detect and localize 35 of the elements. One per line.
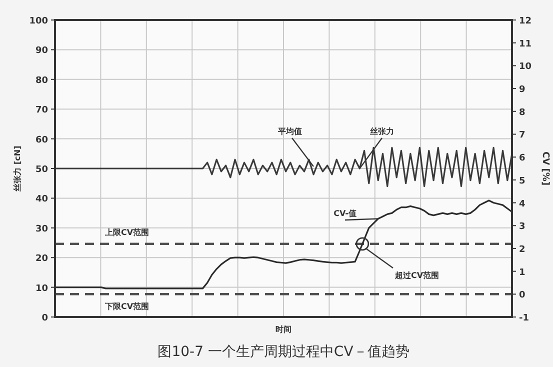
y-tick-label: 50	[35, 165, 48, 175]
y2-tick-label: 6	[519, 154, 526, 164]
y2-tick-label: 10	[519, 62, 532, 72]
y2-tick-label: -1	[519, 314, 529, 324]
series-label: 丝张力	[369, 127, 394, 136]
x-axis-title: 时间	[276, 325, 292, 334]
series-label: CV-值	[334, 209, 356, 218]
y-tick-label: 0	[42, 314, 48, 324]
ref-line-label: 上限CV范围	[104, 228, 150, 237]
y-tick-label: 90	[35, 46, 48, 56]
y-tick-label: 20	[35, 254, 48, 264]
y2-tick-label: 5	[519, 176, 526, 186]
annotation: 超过CV范围	[394, 271, 440, 280]
y2-tick-label: 11	[519, 39, 532, 50]
y2-tick-label: 8	[519, 108, 526, 118]
annotation: 平均值	[277, 127, 302, 136]
y-tick-label: 10	[35, 284, 48, 294]
y2-tick-label: 4	[519, 199, 526, 210]
y-tick-label: 40	[35, 194, 48, 205]
text: 图10-7 一个生产周期过程中CV－值趋势	[158, 344, 410, 360]
y2-tick-label: 3	[519, 222, 526, 232]
y2-tick-label: 1	[519, 268, 526, 278]
ref-line-label: 下限CV范围	[104, 302, 150, 312]
y2-tick-label: 7	[519, 130, 526, 141]
y-tick-label: 60	[35, 135, 48, 146]
y2-axis-title: CV [%]	[540, 152, 550, 186]
y2-tick-label: 12	[519, 16, 532, 26]
y-tick-label: 30	[35, 224, 48, 234]
y2-tick-label: 0	[519, 290, 526, 301]
y-tick-label: 70	[35, 106, 48, 116]
y-axis-title: 丝张力 [cN]	[13, 146, 22, 192]
y2-tick-label: 9	[519, 85, 526, 96]
y-tick-label: 80	[35, 76, 48, 86]
y-tick-label: 100	[29, 16, 48, 26]
y2-tick-label: 2	[519, 244, 526, 255]
